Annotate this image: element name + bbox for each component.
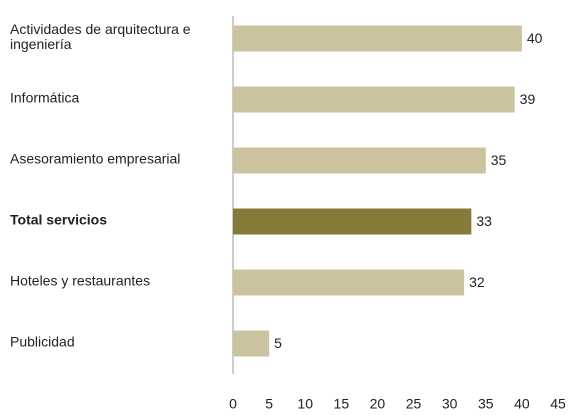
category-label: Hoteles y restaurantes (10, 272, 151, 288)
category-label: Total servicios (10, 211, 108, 227)
data-label: 32 (469, 274, 485, 290)
bar (233, 269, 465, 296)
bar (233, 147, 486, 174)
x-tick-label: 0 (229, 396, 237, 412)
category-label: Asesoramiento empresarial (10, 150, 181, 166)
x-tick-label: 5 (265, 396, 273, 412)
x-tick-label: 20 (370, 396, 386, 412)
bar (233, 330, 270, 357)
x-tick-label: 10 (297, 396, 313, 412)
data-label: 33 (476, 213, 492, 229)
x-tick-label: 45 (550, 396, 566, 412)
x-tick-label: 15 (334, 396, 350, 412)
x-tick-label: 30 (442, 396, 458, 412)
data-label: 35 (491, 152, 507, 168)
data-label: 39 (520, 91, 536, 107)
category-label: Publicidad (10, 333, 75, 349)
data-label: 40 (527, 30, 543, 46)
bar (233, 25, 522, 52)
category-label: Informática (10, 89, 80, 105)
category-label: Actividades de arquitectura e ingeniería (10, 20, 191, 52)
bar (233, 208, 472, 235)
x-tick-label: 40 (514, 396, 530, 412)
data-label: 5 (274, 335, 282, 351)
x-tick-label: 35 (478, 396, 494, 412)
x-tick-label: 25 (406, 396, 422, 412)
bar (233, 86, 515, 113)
